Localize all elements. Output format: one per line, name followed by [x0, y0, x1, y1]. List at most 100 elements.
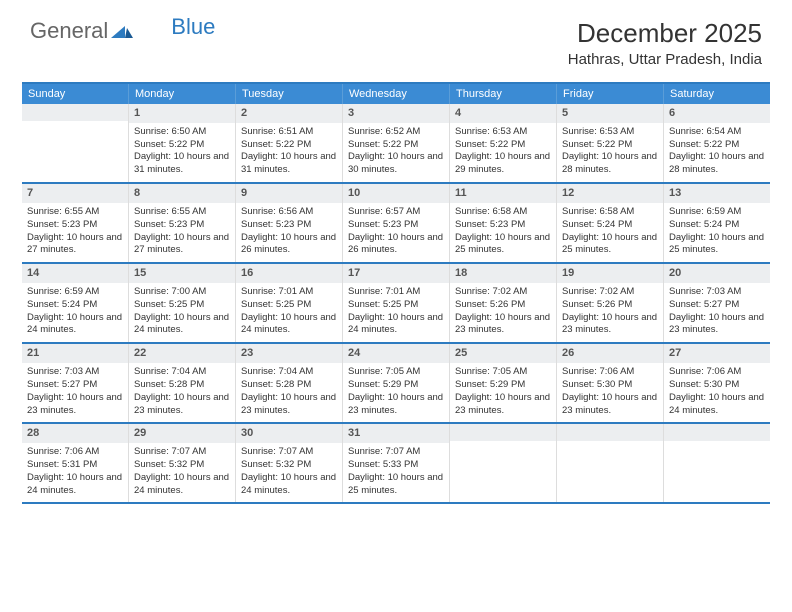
sunset-text: Sunset: 5:25 PM: [134, 299, 230, 312]
day-number: 3: [343, 104, 449, 123]
day-number: 27: [664, 344, 770, 363]
day-number: 9: [236, 184, 342, 203]
day-cell: 20Sunrise: 7:03 AMSunset: 5:27 PMDayligh…: [664, 264, 770, 342]
day-cell: 29Sunrise: 7:07 AMSunset: 5:32 PMDayligh…: [129, 424, 236, 502]
sunset-text: Sunset: 5:26 PM: [562, 299, 658, 312]
sunrise-text: Sunrise: 6:59 AM: [669, 206, 765, 219]
sunrise-text: Sunrise: 6:55 AM: [134, 206, 230, 219]
day-cell: 14Sunrise: 6:59 AMSunset: 5:24 PMDayligh…: [22, 264, 129, 342]
day-number: [664, 424, 770, 441]
day-number: 5: [557, 104, 663, 123]
sunset-text: Sunset: 5:24 PM: [27, 299, 123, 312]
weekday-header: Friday: [557, 84, 664, 104]
day-body: Sunrise: 7:01 AMSunset: 5:25 PMDaylight:…: [236, 283, 342, 342]
day-number: 22: [129, 344, 235, 363]
day-number: [557, 424, 663, 441]
day-cell: 1Sunrise: 6:50 AMSunset: 5:22 PMDaylight…: [129, 104, 236, 182]
sunset-text: Sunset: 5:23 PM: [348, 219, 444, 232]
daylight-text: Daylight: 10 hours and 31 minutes.: [241, 151, 337, 177]
day-cell: [664, 424, 770, 502]
daylight-text: Daylight: 10 hours and 23 minutes.: [134, 392, 230, 418]
sunset-text: Sunset: 5:25 PM: [241, 299, 337, 312]
sunrise-text: Sunrise: 6:56 AM: [241, 206, 337, 219]
week-row: 21Sunrise: 7:03 AMSunset: 5:27 PMDayligh…: [22, 344, 770, 424]
daylight-text: Daylight: 10 hours and 24 minutes.: [669, 392, 765, 418]
day-body: Sunrise: 6:52 AMSunset: 5:22 PMDaylight:…: [343, 123, 449, 182]
day-number: 21: [22, 344, 128, 363]
calendar: SundayMondayTuesdayWednesdayThursdayFrid…: [22, 82, 770, 504]
daylight-text: Daylight: 10 hours and 23 minutes.: [455, 312, 551, 338]
sunrise-text: Sunrise: 7:06 AM: [669, 366, 765, 379]
day-number: 24: [343, 344, 449, 363]
logo-text-2: Blue: [171, 14, 215, 40]
daylight-text: Daylight: 10 hours and 23 minutes.: [27, 392, 123, 418]
day-number: 26: [557, 344, 663, 363]
sunrise-text: Sunrise: 7:02 AM: [562, 286, 658, 299]
sunrise-text: Sunrise: 6:52 AM: [348, 126, 444, 139]
sunset-text: Sunset: 5:24 PM: [669, 219, 765, 232]
daylight-text: Daylight: 10 hours and 24 minutes.: [134, 312, 230, 338]
day-number: 28: [22, 424, 128, 443]
daylight-text: Daylight: 10 hours and 27 minutes.: [27, 232, 123, 258]
sunset-text: Sunset: 5:32 PM: [241, 459, 337, 472]
day-number: 4: [450, 104, 556, 123]
daylight-text: Daylight: 10 hours and 26 minutes.: [348, 232, 444, 258]
day-body: Sunrise: 6:59 AMSunset: 5:24 PMDaylight:…: [22, 283, 128, 342]
daylight-text: Daylight: 10 hours and 24 minutes.: [27, 312, 123, 338]
sunrise-text: Sunrise: 7:06 AM: [562, 366, 658, 379]
sunset-text: Sunset: 5:32 PM: [134, 459, 230, 472]
daylight-text: Daylight: 10 hours and 25 minutes.: [669, 232, 765, 258]
day-body: Sunrise: 7:03 AMSunset: 5:27 PMDaylight:…: [22, 363, 128, 422]
sunrise-text: Sunrise: 6:59 AM: [27, 286, 123, 299]
daylight-text: Daylight: 10 hours and 28 minutes.: [669, 151, 765, 177]
day-number: 25: [450, 344, 556, 363]
day-number: 6: [664, 104, 770, 123]
weekday-header: Sunday: [22, 84, 129, 104]
title-block: December 2025 Hathras, Uttar Pradesh, In…: [568, 18, 762, 68]
day-cell: 10Sunrise: 6:57 AMSunset: 5:23 PMDayligh…: [343, 184, 450, 262]
day-cell: 28Sunrise: 7:06 AMSunset: 5:31 PMDayligh…: [22, 424, 129, 502]
day-number: 13: [664, 184, 770, 203]
day-body: Sunrise: 6:58 AMSunset: 5:23 PMDaylight:…: [450, 203, 556, 262]
sunset-text: Sunset: 5:22 PM: [669, 139, 765, 152]
sunrise-text: Sunrise: 7:03 AM: [669, 286, 765, 299]
day-number: 1: [129, 104, 235, 123]
daylight-text: Daylight: 10 hours and 23 minutes.: [348, 392, 444, 418]
day-number: 31: [343, 424, 449, 443]
sunrise-text: Sunrise: 7:07 AM: [348, 446, 444, 459]
day-cell: 12Sunrise: 6:58 AMSunset: 5:24 PMDayligh…: [557, 184, 664, 262]
daylight-text: Daylight: 10 hours and 25 minutes.: [455, 232, 551, 258]
day-cell: 21Sunrise: 7:03 AMSunset: 5:27 PMDayligh…: [22, 344, 129, 422]
day-number: 10: [343, 184, 449, 203]
sunset-text: Sunset: 5:22 PM: [241, 139, 337, 152]
sunset-text: Sunset: 5:28 PM: [241, 379, 337, 392]
daylight-text: Daylight: 10 hours and 24 minutes.: [348, 312, 444, 338]
daylight-text: Daylight: 10 hours and 29 minutes.: [455, 151, 551, 177]
day-number: 23: [236, 344, 342, 363]
logo-icon: [111, 18, 133, 44]
weekday-header: Tuesday: [236, 84, 343, 104]
day-body: Sunrise: 6:56 AMSunset: 5:23 PMDaylight:…: [236, 203, 342, 262]
day-cell: 31Sunrise: 7:07 AMSunset: 5:33 PMDayligh…: [343, 424, 450, 502]
day-body: Sunrise: 7:02 AMSunset: 5:26 PMDaylight:…: [557, 283, 663, 342]
day-body: Sunrise: 7:07 AMSunset: 5:32 PMDaylight:…: [236, 443, 342, 502]
day-number: [450, 424, 556, 441]
day-body: Sunrise: 6:59 AMSunset: 5:24 PMDaylight:…: [664, 203, 770, 262]
day-cell: 22Sunrise: 7:04 AMSunset: 5:28 PMDayligh…: [129, 344, 236, 422]
day-number: 12: [557, 184, 663, 203]
sunset-text: Sunset: 5:24 PM: [562, 219, 658, 232]
day-cell: 3Sunrise: 6:52 AMSunset: 5:22 PMDaylight…: [343, 104, 450, 182]
sunrise-text: Sunrise: 6:50 AM: [134, 126, 230, 139]
day-body: Sunrise: 7:06 AMSunset: 5:30 PMDaylight:…: [664, 363, 770, 422]
day-number: 2: [236, 104, 342, 123]
day-body: Sunrise: 7:05 AMSunset: 5:29 PMDaylight:…: [450, 363, 556, 422]
sunrise-text: Sunrise: 7:05 AM: [455, 366, 551, 379]
day-number: 11: [450, 184, 556, 203]
header: General Blue December 2025 Hathras, Utta…: [0, 0, 792, 74]
day-number: 30: [236, 424, 342, 443]
day-cell: 23Sunrise: 7:04 AMSunset: 5:28 PMDayligh…: [236, 344, 343, 422]
day-cell: 18Sunrise: 7:02 AMSunset: 5:26 PMDayligh…: [450, 264, 557, 342]
day-cell: 26Sunrise: 7:06 AMSunset: 5:30 PMDayligh…: [557, 344, 664, 422]
week-row: 14Sunrise: 6:59 AMSunset: 5:24 PMDayligh…: [22, 264, 770, 344]
sunrise-text: Sunrise: 7:03 AM: [27, 366, 123, 379]
